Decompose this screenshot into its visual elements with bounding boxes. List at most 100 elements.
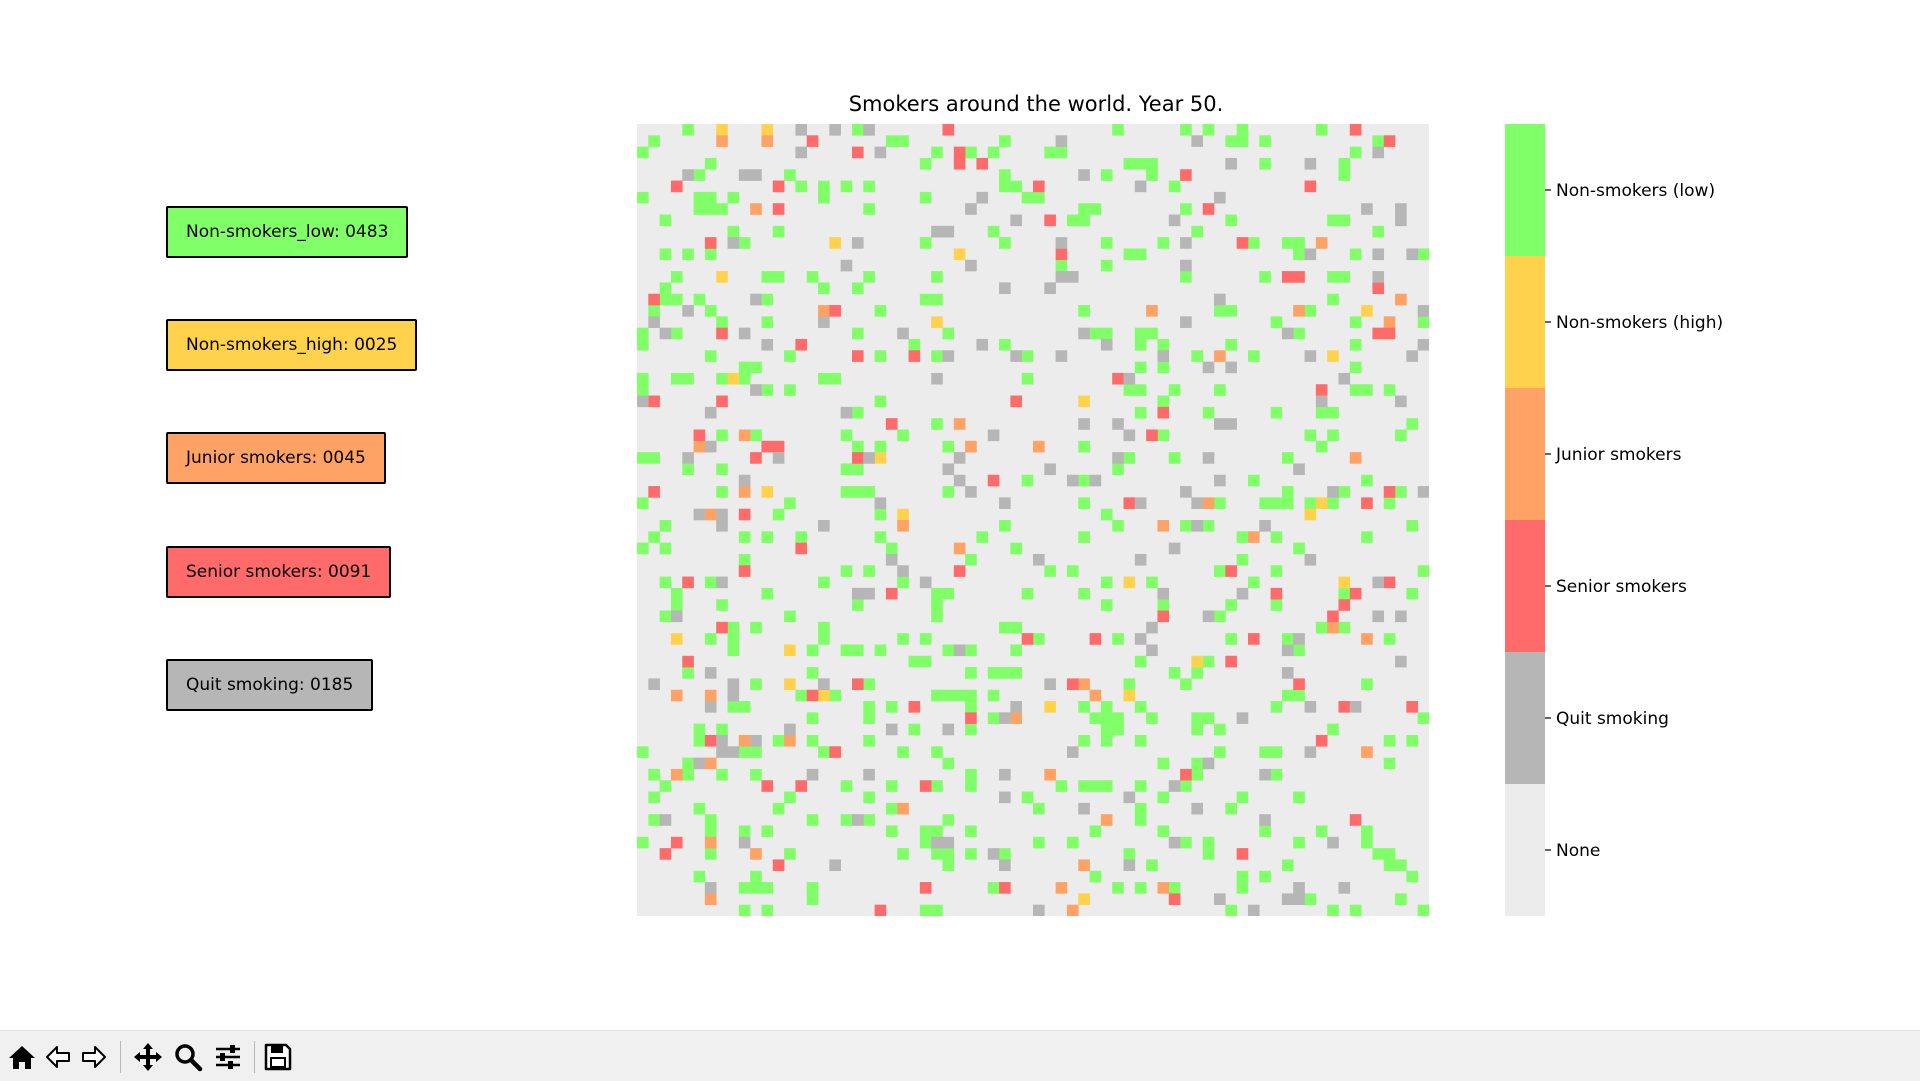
zoom-button[interactable] <box>170 1039 206 1075</box>
heatmap-cell-non-smokers-low <box>795 180 808 193</box>
heatmap-cell-non-smokers-low <box>942 848 955 860</box>
heatmap-cell-non-smokers-low <box>1191 225 1204 238</box>
heatmap-cell-non-smokers-low <box>919 293 932 306</box>
heatmap-cell-non-smokers-low <box>1293 327 1305 340</box>
heatmap-cell-senior-smokers <box>1293 678 1305 691</box>
heatmap-cell-quit-smoking <box>885 723 898 736</box>
heatmap-cell-non-smokers-low <box>750 361 762 374</box>
heatmap-cell-senior-smokers <box>1349 814 1362 826</box>
heatmap-cell-quit-smoking <box>693 508 706 521</box>
heatmap-cell-quit-smoking <box>931 225 943 238</box>
heatmap-cell-non-smokers-low <box>1349 248 1362 261</box>
heatmap-cell-non-smokers-low <box>965 701 977 713</box>
heatmap-cell-non-smokers-low <box>648 791 660 804</box>
heatmap-cell-quit-smoking <box>1247 904 1260 916</box>
heatmap-cell-non-smokers-low <box>670 327 683 340</box>
heatmap-cell-non-smokers-low <box>1315 825 1328 838</box>
heatmap-cell-junior-smokers <box>1033 440 1045 453</box>
back-button[interactable] <box>40 1039 76 1075</box>
heatmap-cell-non-smokers-low <box>1202 406 1215 419</box>
heatmap-cell-non-smokers-low <box>1225 633 1237 645</box>
heatmap-cell-non-smokers-low <box>1100 701 1113 713</box>
heatmap-cell-non-smokers-low <box>1315 621 1328 634</box>
forward-button[interactable] <box>76 1039 112 1075</box>
heatmap-cell-non-smokers-low <box>1123 157 1136 170</box>
heatmap-cell-junior-smokers <box>761 135 774 147</box>
heatmap-cell-non-smokers-low <box>761 271 774 283</box>
heatmap-cell-quit-smoking <box>1066 746 1079 758</box>
heatmap-cell-non-smokers-low <box>1066 214 1079 227</box>
heatmap-cell-non-smokers-high <box>761 124 774 136</box>
heatmap-cell-non-smokers-low <box>1225 338 1237 351</box>
heatmap-cell-non-smokers-low <box>1033 802 1045 815</box>
colorbar-tick-label: Junior smokers <box>1555 445 1682 465</box>
heatmap-cell-senior-smokers <box>919 882 932 894</box>
heatmap-cell-non-smokers-low <box>1281 689 1294 702</box>
heatmap-cell-quit-smoking <box>999 497 1011 509</box>
heatmap-cell-non-smokers-low <box>1100 723 1113 736</box>
heatmap-cell-senior-smokers <box>795 542 808 555</box>
heatmap-cell-non-smokers-low <box>750 746 762 758</box>
heatmap-cell-non-smokers-low <box>1236 870 1249 883</box>
heatmap-cell-non-smokers-low <box>1417 248 1429 261</box>
heatmap-cell-non-smokers-low <box>931 293 943 306</box>
heatmap-cell-quit-smoking <box>704 667 717 679</box>
heatmap-cell-non-smokers-low <box>1214 723 1226 736</box>
heatmap-cell-quit-smoking <box>1259 814 1271 826</box>
heatmap-cell-senior-smokers <box>1315 384 1328 396</box>
heatmap-cell-quit-smoking <box>1089 474 1102 487</box>
heatmap-cell-quit-smoking <box>795 124 808 136</box>
heatmap-cell-non-smokers-high <box>1078 893 1090 905</box>
heatmap-cell-junior-smokers <box>1078 678 1090 691</box>
heatmap-cell-non-smokers-low <box>897 746 909 758</box>
heatmap-cell-senior-smokers <box>976 157 989 170</box>
heatmap-cell-non-smokers-low <box>1078 734 1090 747</box>
heatmap-cell-quit-smoking <box>1202 610 1215 623</box>
heatmap-cell-quit-smoking <box>942 350 955 362</box>
magnifier-icon <box>175 1044 203 1072</box>
heatmap-cell-quit-smoking <box>874 146 887 159</box>
heatmap-cell-non-smokers-low <box>942 689 955 702</box>
heatmap-cell-non-smokers-low <box>851 463 864 476</box>
heatmap-cell-senior-smokers <box>761 780 774 792</box>
save-button[interactable] <box>260 1039 296 1075</box>
heatmap-cell-quit-smoking <box>761 338 774 351</box>
heatmap-cell-non-smokers-low <box>1157 338 1170 351</box>
heatmap-cell-non-smokers-low <box>738 701 751 713</box>
heatmap-cell-non-smokers-low <box>1293 644 1305 657</box>
heatmap-cell-junior-smokers <box>1146 305 1158 317</box>
heatmap-cell-non-smokers-low <box>1146 576 1158 589</box>
heatmap-cell-senior-smokers <box>953 565 966 577</box>
heatmap-cell-junior-smokers <box>784 734 796 747</box>
configure-subplots-button[interactable] <box>210 1039 246 1075</box>
heatmap-cell-non-smokers-low <box>682 463 694 476</box>
heatmap-cell-non-smokers-low <box>1168 384 1181 396</box>
heatmap-cell-non-smokers-low <box>919 237 932 249</box>
heatmap-cell-non-smokers-low <box>704 576 717 589</box>
pan-button[interactable] <box>130 1039 166 1075</box>
heatmap-cell-non-smokers-low <box>1089 870 1102 883</box>
heatmap-cell-quit-smoking <box>1304 553 1317 566</box>
heatmap-cell-quit-smoking <box>1157 587 1170 600</box>
heatmap-cell-non-smokers-low <box>1214 565 1226 577</box>
heatmap-cell-non-smokers-low <box>1089 203 1102 215</box>
heatmap-cell-senior-smokers <box>1123 497 1136 509</box>
colorbar-tick-label: Senior smokers <box>1556 577 1687 597</box>
heatmap-cell-non-smokers-low <box>659 248 672 261</box>
heatmap-cell-quit-smoking <box>1134 553 1147 566</box>
heatmap-cell-non-smokers-low <box>738 553 751 566</box>
heatmap-cell-quit-smoking <box>1191 135 1204 147</box>
heatmap-cell-quit-smoking <box>750 169 762 181</box>
heatmap-cell-senior-smokers <box>1146 429 1158 442</box>
heatmap-cell-non-smokers-low <box>1361 531 1373 543</box>
heatmap-cell-non-smokers-low <box>1021 791 1034 804</box>
heatmap-cell-non-smokers-low <box>1100 259 1113 272</box>
heatmap-cell-non-smokers-low <box>987 712 1000 724</box>
heatmap-cell-non-smokers-low <box>1361 678 1373 691</box>
heatmap-cell-quit-smoking <box>1078 418 1090 430</box>
heatmap-cell-quit-smoking <box>965 259 977 272</box>
heatmap-cell-quit-smoking <box>738 836 751 849</box>
heatmap-cell-junior-smokers <box>1066 904 1079 916</box>
home-button[interactable] <box>4 1039 40 1075</box>
home-icon <box>9 1046 35 1069</box>
